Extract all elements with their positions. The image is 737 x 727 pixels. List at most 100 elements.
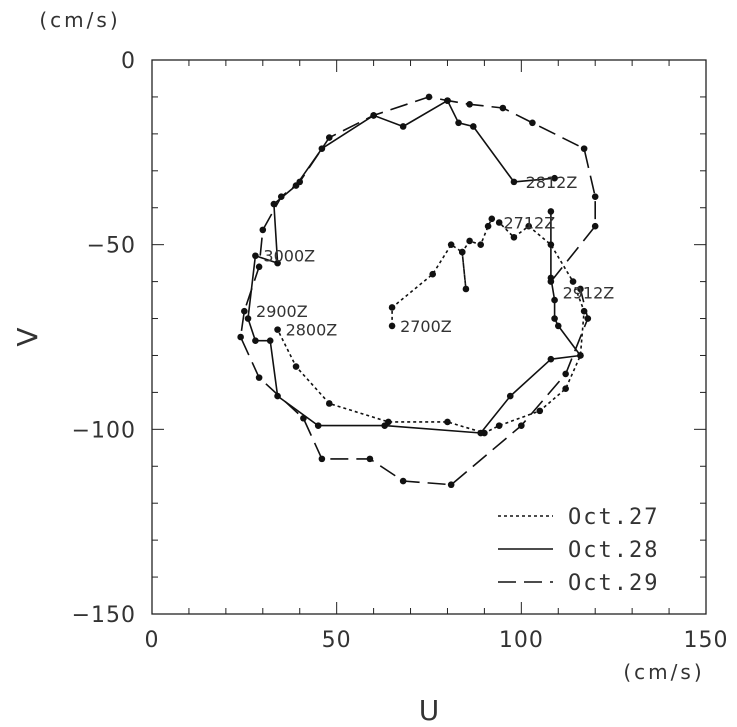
data-point <box>381 422 388 429</box>
time-label: 2900Z <box>256 302 308 321</box>
data-point <box>518 422 525 429</box>
data-point <box>444 97 451 104</box>
data-point <box>495 422 503 429</box>
data-point <box>551 174 558 182</box>
data-point <box>274 392 281 400</box>
plot-frame <box>151 59 707 615</box>
data-point <box>551 296 558 304</box>
data-point <box>477 429 485 437</box>
data-point <box>366 455 374 463</box>
data-point <box>477 241 485 248</box>
x-tick-label: 0 <box>145 628 160 653</box>
data-point <box>252 337 259 344</box>
x-tick-label: 100 <box>499 628 544 653</box>
data-point <box>314 422 322 429</box>
legend: Oct.27 Oct.28 Oct.29 <box>498 505 659 596</box>
data-point <box>466 237 473 245</box>
data-point <box>466 101 473 108</box>
series-solid <box>244 97 584 437</box>
data-point <box>462 285 470 293</box>
data-point <box>458 248 466 256</box>
data-point <box>447 481 455 489</box>
data-point <box>255 374 263 381</box>
data-point <box>577 285 584 293</box>
data-point <box>399 123 407 130</box>
x-tick-label: 150 <box>684 628 729 653</box>
data-point <box>252 252 259 260</box>
data-point <box>510 233 518 241</box>
x-axis-title: U <box>419 694 440 727</box>
x-unit-label: (cm/s) <box>623 660 704 684</box>
data-point <box>325 134 333 141</box>
data-point <box>429 270 436 278</box>
data-point <box>470 123 477 130</box>
axes: 0 50 100 150 0 −50 −100 −150 (cm/s) (cm/s) U V <box>11 8 729 727</box>
data-point <box>547 278 555 285</box>
data-point <box>370 112 377 119</box>
data-point <box>591 193 599 200</box>
series-layer <box>237 93 599 489</box>
time-label: 2912Z <box>563 284 615 303</box>
data-point <box>577 352 584 359</box>
data-point <box>388 304 396 311</box>
time-label: 2812Z <box>526 173 578 192</box>
data-point <box>499 104 507 112</box>
data-point <box>266 337 274 344</box>
data-point <box>274 259 281 267</box>
data-point <box>569 278 577 285</box>
data-point <box>484 222 492 230</box>
data-point <box>241 307 248 315</box>
y-axis-title: V <box>11 327 44 346</box>
data-point <box>444 418 451 426</box>
data-point <box>529 119 536 127</box>
y-unit-label: (cm/s) <box>39 8 120 32</box>
data-point <box>562 385 569 393</box>
data-point <box>562 370 569 378</box>
series-dashed <box>237 93 599 489</box>
data-point <box>399 477 407 485</box>
data-point <box>510 178 518 186</box>
time-label: 2712Z <box>503 214 555 233</box>
series-line <box>239 96 596 486</box>
legend-label: Oct.29 <box>568 571 659 596</box>
y-tick-label: −150 <box>72 603 136 628</box>
time-label: 2700Z <box>400 317 452 336</box>
data-point <box>325 400 333 407</box>
data-point <box>244 315 252 322</box>
data-point <box>506 392 514 400</box>
data-point <box>277 193 285 200</box>
data-point <box>237 333 244 341</box>
data-point <box>292 363 300 370</box>
data-point <box>318 145 326 152</box>
time-label: 2800Z <box>286 321 338 340</box>
data-point <box>536 407 544 415</box>
y-tick-label: −100 <box>72 418 136 443</box>
data-point <box>296 178 304 186</box>
data-point <box>554 322 562 330</box>
annotation-layer: 2700Z 2712Z 2800Z 2812Z 2900Z 2912Z 3000Z <box>256 173 614 340</box>
data-point <box>455 119 462 127</box>
data-point <box>551 315 558 322</box>
data-point <box>584 315 592 322</box>
data-point <box>580 145 588 152</box>
data-point <box>495 219 503 226</box>
data-point <box>388 322 396 330</box>
y-tick-label: −50 <box>87 234 136 259</box>
y-tick-label: 0 <box>121 49 136 74</box>
series-line <box>247 99 582 434</box>
x-tick-label: 50 <box>322 628 352 653</box>
time-label: 3000Z <box>263 247 315 266</box>
data-point <box>525 222 533 230</box>
data-point <box>300 414 307 422</box>
data-point <box>447 241 455 248</box>
data-point <box>255 263 263 271</box>
data-point <box>488 215 496 223</box>
data-point <box>547 355 555 363</box>
data-point <box>259 226 267 234</box>
data-point <box>274 326 281 333</box>
series-dotted <box>274 215 588 437</box>
data-point <box>425 93 433 101</box>
legend-label: Oct.27 <box>568 505 659 530</box>
legend-label: Oct.28 <box>568 538 659 563</box>
